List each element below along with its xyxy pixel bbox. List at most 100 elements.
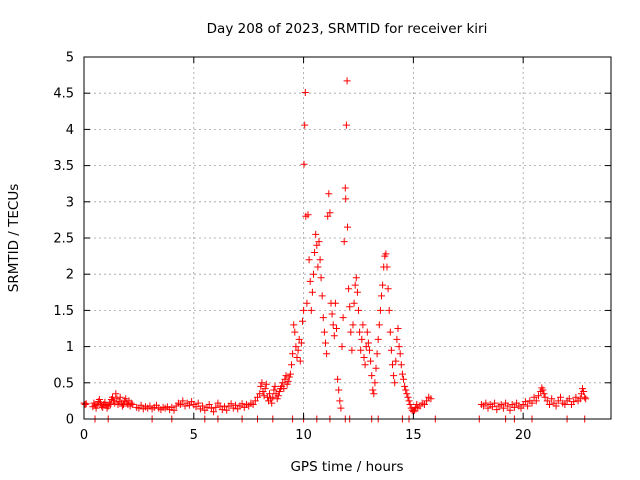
y-tick-label: 2.5	[53, 232, 74, 247]
data-point	[557, 393, 564, 401]
data-point	[334, 375, 342, 383]
marks-layer	[80, 77, 590, 423]
data-point	[328, 310, 336, 318]
data-point	[581, 393, 589, 401]
data-point	[128, 401, 136, 408]
data-point	[528, 399, 536, 407]
data-point	[554, 397, 562, 405]
data-point	[342, 195, 350, 203]
data-point	[543, 397, 551, 405]
data-point	[270, 386, 278, 394]
data-point	[504, 402, 512, 410]
data-point	[227, 400, 235, 408]
x-tick-label: 20	[515, 428, 532, 443]
data-point	[288, 361, 295, 369]
data-point	[232, 401, 239, 409]
data-point	[521, 398, 529, 406]
data-point	[344, 223, 351, 231]
y-tick-label: 1.5	[53, 304, 74, 319]
data-point	[352, 274, 360, 282]
data-point	[372, 364, 380, 372]
y-axis-label: SRMTID / TECUs	[6, 184, 22, 292]
data-point	[385, 306, 393, 314]
data-point	[254, 393, 261, 401]
data-point	[420, 401, 428, 408]
data-point	[342, 121, 350, 129]
data-point	[343, 77, 351, 85]
data-point	[81, 401, 89, 408]
data-point	[362, 343, 370, 351]
data-point	[257, 382, 265, 390]
data-point	[364, 339, 372, 347]
data-point	[401, 382, 409, 390]
data-point	[295, 335, 303, 343]
data-point	[539, 386, 547, 394]
data-point	[396, 350, 404, 358]
data-point	[314, 263, 322, 271]
data-point	[371, 379, 379, 387]
data-point	[210, 408, 218, 416]
data-point	[311, 249, 319, 256]
data-point	[322, 339, 329, 347]
data-point	[320, 328, 328, 336]
data-point	[389, 361, 396, 369]
data-point	[532, 397, 540, 405]
data-point	[345, 285, 353, 293]
data-point	[249, 401, 257, 408]
data-point	[291, 328, 299, 336]
data-point	[306, 277, 314, 285]
data-point	[269, 393, 277, 401]
data-point	[339, 314, 347, 322]
chart-title: Day 208 of 2023, SRMTID for receiver kir…	[207, 21, 488, 37]
data-point	[506, 406, 514, 414]
data-point	[92, 404, 100, 412]
data-point	[552, 402, 560, 410]
data-point	[111, 399, 119, 407]
data-point	[285, 373, 293, 381]
data-point	[336, 397, 344, 405]
data-point	[387, 346, 395, 354]
x-tick-label: 10	[295, 428, 312, 443]
data-point	[286, 370, 294, 378]
data-point	[279, 379, 287, 387]
data-point	[297, 339, 305, 347]
data-point	[95, 396, 103, 403]
data-point	[280, 385, 288, 393]
data-point	[194, 399, 202, 407]
data-point	[582, 395, 590, 403]
data-point	[238, 400, 246, 408]
data-point	[284, 377, 292, 385]
y-tick-label: 3.5	[53, 159, 74, 174]
data-point	[185, 401, 193, 409]
data-point	[275, 388, 283, 395]
data-point	[179, 397, 187, 405]
data-point	[361, 361, 369, 369]
data-point	[317, 274, 325, 282]
data-point	[404, 393, 412, 401]
data-point	[374, 335, 382, 343]
data-point	[546, 401, 553, 408]
data-point	[517, 404, 525, 412]
data-point	[262, 380, 270, 388]
data-point	[318, 292, 326, 300]
y-tick-label: 0	[66, 413, 74, 428]
data-point	[395, 343, 403, 351]
grid-layer	[84, 57, 611, 419]
data-point	[373, 350, 381, 358]
x-tick-label: 15	[405, 428, 422, 443]
data-point	[379, 281, 387, 289]
data-point	[323, 350, 331, 358]
data-point	[561, 401, 569, 408]
data-point	[368, 372, 376, 380]
data-point	[360, 354, 368, 361]
data-point	[205, 401, 213, 408]
data-point	[310, 270, 317, 278]
data-point	[572, 393, 580, 401]
data-point	[402, 386, 410, 394]
data-point	[304, 211, 312, 219]
data-point	[423, 397, 431, 405]
data-point	[258, 379, 266, 387]
data-point	[357, 346, 365, 354]
data-point	[300, 306, 308, 314]
